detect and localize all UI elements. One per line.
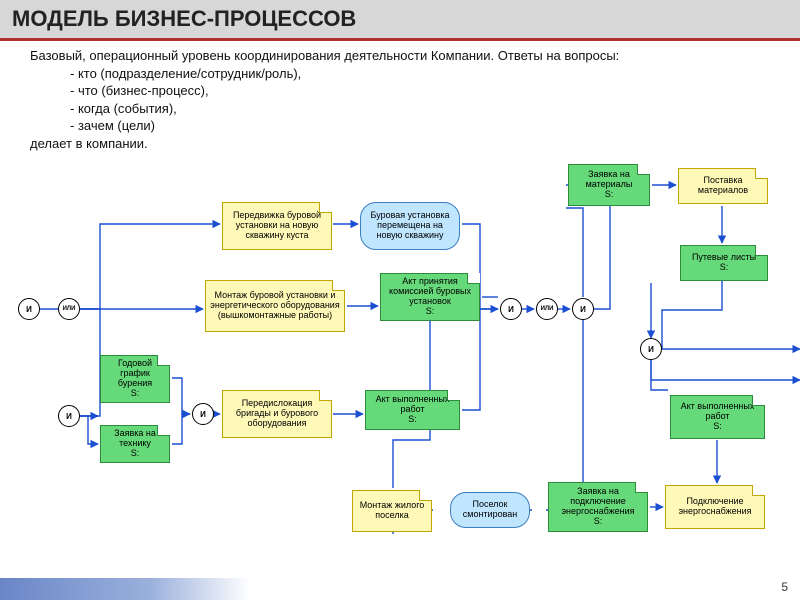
folded-corner-icon: [637, 164, 650, 175]
folded-corner-icon: [755, 168, 768, 179]
node-n3: Монтаж буровой установки и энергетическо…: [205, 280, 345, 332]
node-label: Передвижка буровой установки на новую ск…: [226, 211, 328, 241]
node-n1: Передвижка буровой установки на новую ск…: [222, 202, 332, 250]
node-label: Путевые листы S:: [692, 253, 756, 273]
intro-b3: - когда (события),: [30, 100, 800, 118]
node-label: Заявка на материалы S:: [572, 170, 646, 200]
folded-corner-icon: [755, 245, 768, 256]
folded-corner-icon: [332, 280, 345, 291]
gate-g5: И: [500, 298, 522, 320]
folded-corner-icon: [635, 482, 648, 493]
gate-g4: И: [192, 403, 214, 425]
intro-b2: - что (бизнес-процесс),: [30, 82, 800, 100]
node-n13: Заявка на материалы S:: [568, 164, 650, 206]
node-n16: Акт выполненных работ S:: [670, 395, 765, 439]
node-n15: Путевые листы S:: [680, 245, 768, 281]
intro-text: Базовый, операционный уровень координиро…: [0, 41, 800, 156]
node-label: Подключение энергоснабжения: [669, 497, 761, 517]
folded-corner-icon: [157, 425, 170, 436]
node-label: Поставка материалов: [682, 176, 764, 196]
node-label: Акт выполненных работ S:: [369, 395, 456, 425]
gate-g7: И: [572, 298, 594, 320]
intro-b4: - зачем (цели): [30, 117, 800, 135]
node-n5: Годовой график бурения S:: [100, 355, 170, 403]
gate-g3: И: [58, 405, 80, 427]
gate-g2: ИЛИ: [58, 298, 80, 320]
gate-g8: И: [640, 338, 662, 360]
node-n4: Акт принятия комиссией буровых установок…: [380, 273, 480, 321]
gate-g1: И: [18, 298, 40, 320]
node-n11: Заявка на подключение энергоснабжения S:: [548, 482, 648, 532]
diagram-canvas: Передвижка буровой установки на новую ск…: [0, 160, 800, 590]
node-n2: Буровая установка перемещена на новую ск…: [360, 202, 460, 250]
folded-corner-icon: [157, 355, 170, 366]
node-n10: Поселок смонтирован: [450, 492, 530, 528]
node-label: Буровая установка перемещена на новую ск…: [364, 211, 456, 241]
folded-corner-icon: [319, 390, 332, 401]
node-n9: Монтаж жилого поселка: [352, 490, 432, 532]
page-title: МОДЕЛЬ БИЗНЕС-ПРОЦЕССОВ: [12, 6, 788, 32]
page-header: МОДЕЛЬ БИЗНЕС-ПРОЦЕССОВ: [0, 0, 800, 41]
footer-shade: [0, 578, 250, 600]
folded-corner-icon: [447, 390, 460, 401]
node-n12: Подключение энергоснабжения: [665, 485, 765, 529]
node-n6: Заявка на технику S:: [100, 425, 170, 463]
node-label: Монтаж буровой установки и энергетическо…: [209, 291, 341, 321]
folded-corner-icon: [752, 485, 765, 496]
node-label: Передислокация бригады и бурового оборуд…: [226, 399, 328, 429]
folded-corner-icon: [319, 202, 332, 213]
node-n14: Поставка материалов: [678, 168, 768, 204]
intro-lead: Базовый, операционный уровень координиро…: [30, 47, 800, 65]
page-number: 5: [781, 580, 788, 594]
folded-corner-icon: [419, 490, 432, 501]
node-n8: Акт выполненных работ S:: [365, 390, 460, 430]
node-label: Заявка на подключение энергоснабжения S:: [552, 487, 644, 527]
intro-b1: - кто (подразделение/сотрудник/роль),: [30, 65, 800, 83]
node-label: Поселок смонтирован: [454, 500, 526, 520]
node-label: Монтаж жилого поселка: [356, 501, 428, 521]
node-label: Акт выполненных работ S:: [674, 402, 761, 432]
gate-g6: ИЛИ: [536, 298, 558, 320]
folded-corner-icon: [467, 273, 480, 284]
intro-tail: делает в компании.: [30, 135, 800, 153]
node-label: Акт принятия комиссией буровых установок…: [384, 277, 476, 317]
node-n7: Передислокация бригады и бурового оборуд…: [222, 390, 332, 438]
folded-corner-icon: [752, 395, 765, 406]
